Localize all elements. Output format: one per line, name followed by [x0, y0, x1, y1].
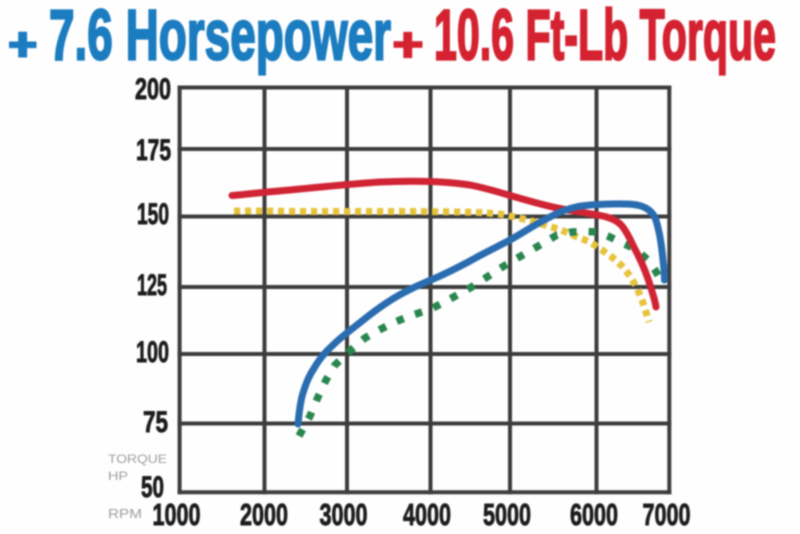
- svg-text:TORQUE: TORQUE: [108, 452, 167, 466]
- svg-text:175: 175: [136, 134, 171, 167]
- svg-text:200: 200: [135, 73, 171, 106]
- svg-text:HP: HP: [108, 469, 128, 483]
- svg-text:125: 125: [137, 269, 167, 302]
- svg-text:100: 100: [136, 336, 169, 369]
- svg-text:7000: 7000: [643, 497, 691, 532]
- svg-text:150: 150: [137, 198, 169, 231]
- svg-text:75: 75: [143, 406, 168, 439]
- svg-text:5000: 5000: [483, 497, 531, 532]
- svg-text:7.6 Horsepower: 7.6 Horsepower: [49, 0, 391, 76]
- svg-text:RPM: RPM: [108, 506, 142, 521]
- svg-text:6000: 6000: [570, 497, 618, 532]
- svg-text:2000: 2000: [240, 497, 288, 532]
- svg-text:4000: 4000: [403, 497, 451, 532]
- svg-text:50: 50: [141, 471, 164, 504]
- svg-text:10.6 Ft-Lb Torque: 10.6 Ft-Lb Torque: [434, 0, 776, 76]
- svg-text:3000: 3000: [320, 497, 368, 532]
- svg-text:1000: 1000: [153, 497, 201, 532]
